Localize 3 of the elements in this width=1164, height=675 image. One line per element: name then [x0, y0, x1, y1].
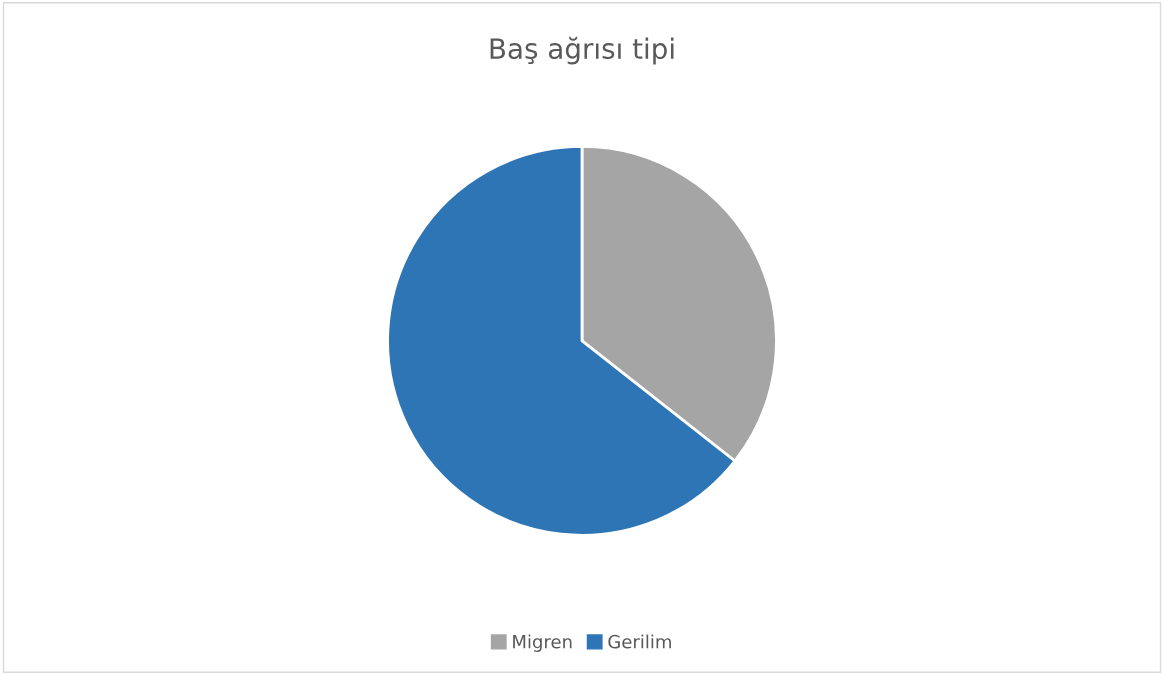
- legend-label: Migren: [513, 634, 572, 652]
- legend-label: Gerilim: [608, 634, 671, 649]
- chart-title: Baş ağrısı tipi: [490, 36, 674, 65]
